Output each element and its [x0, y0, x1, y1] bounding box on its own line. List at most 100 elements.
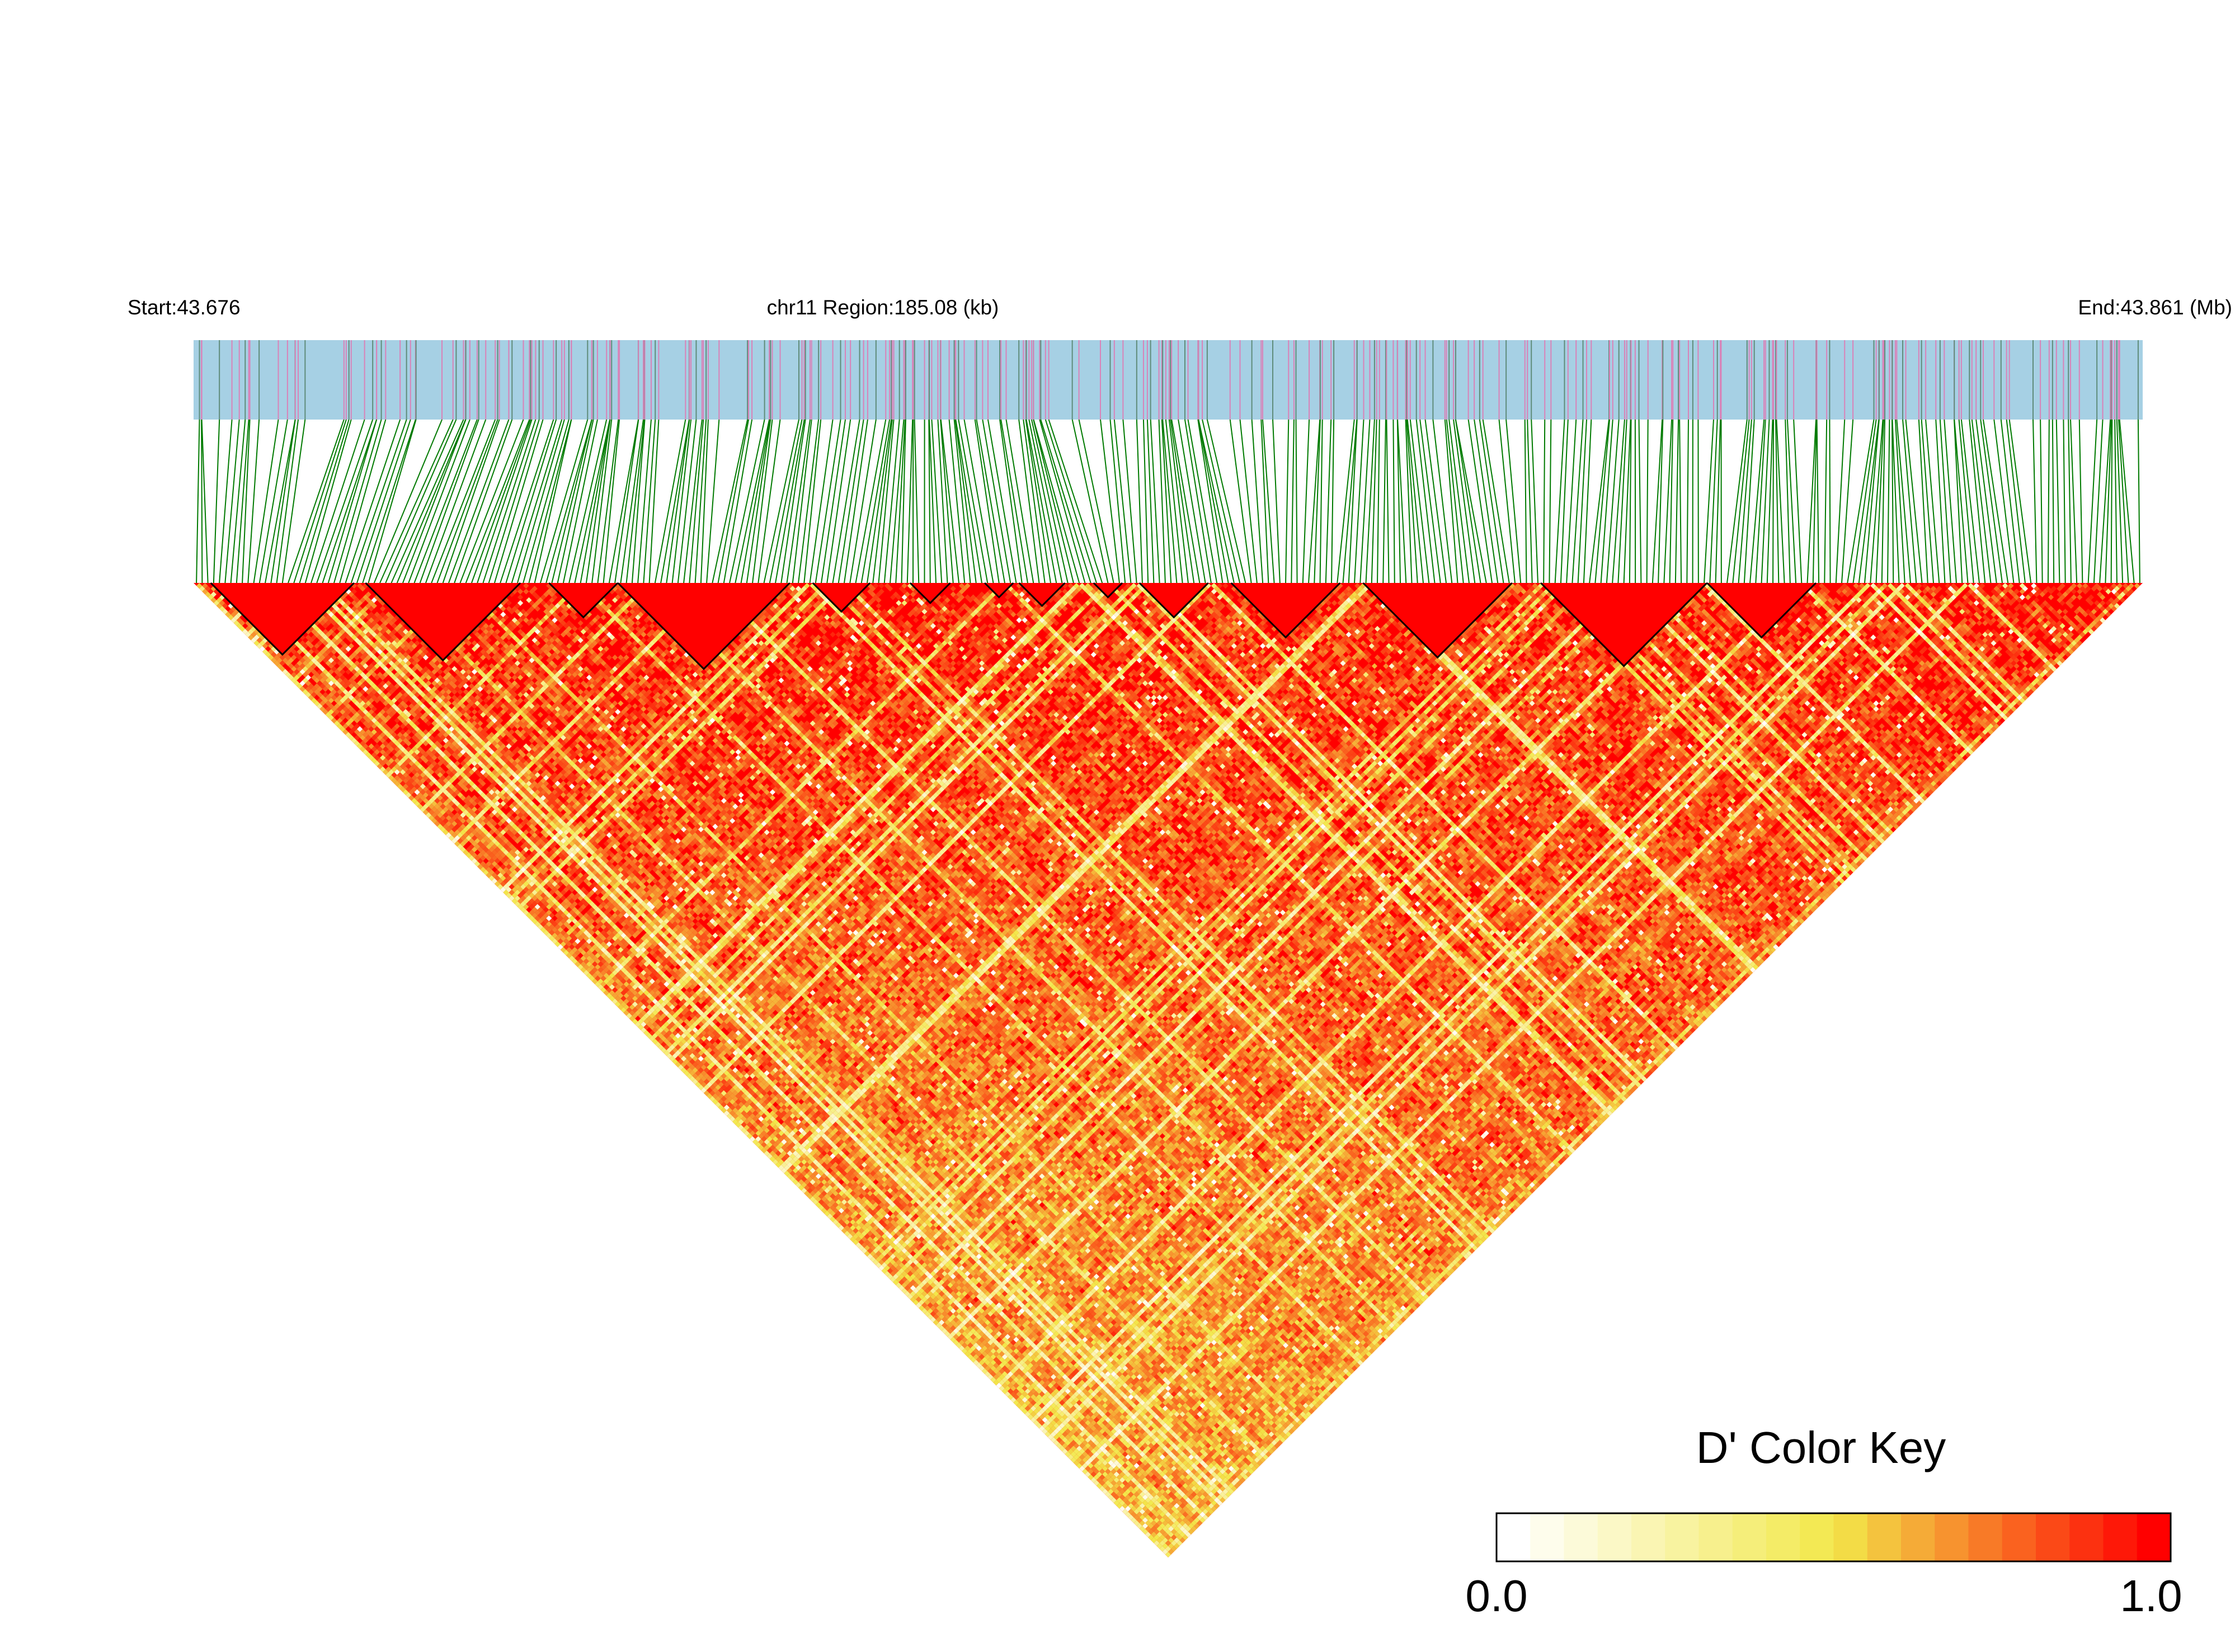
snp-connector: [466, 420, 530, 583]
snp-connector: [770, 420, 802, 583]
snp-connector: [850, 420, 876, 583]
snp-connector: [380, 420, 453, 583]
snp-connector: [810, 420, 833, 583]
snp-connector: [1525, 420, 1527, 583]
snp-connector: [1445, 420, 1458, 583]
snp-connector: [1393, 420, 1394, 583]
snp-connector: [1337, 420, 1354, 583]
snp-connector: [1386, 420, 1389, 583]
snp-connector: [2111, 420, 2112, 583]
snp-connector: [1940, 420, 1951, 583]
snp-connector: [1202, 420, 1240, 583]
snp-connector: [1480, 420, 1504, 583]
snp-connector: [1544, 420, 1545, 583]
snp-connector: [1147, 420, 1154, 583]
snp-connector: [827, 420, 850, 583]
snp-connector: [988, 420, 1016, 583]
snp-connector: [1961, 420, 1979, 583]
snp-connector: [1499, 420, 1515, 583]
snp-connector: [907, 420, 912, 583]
snp-connector: [1326, 420, 1331, 583]
snp-connector: [1144, 420, 1148, 583]
region-label: chr11 Region:185.08 (kb): [767, 296, 999, 319]
snp-connector: [1676, 420, 1678, 583]
snp-connector: [1976, 420, 1997, 583]
snp-connector: [449, 420, 509, 583]
snp-connector: [408, 420, 470, 583]
snp-connector: [1607, 420, 1619, 583]
snp-connector: [1079, 420, 1114, 583]
snp-connector: [1151, 420, 1160, 583]
snp-connector: [1704, 420, 1714, 583]
snp-connector: [1185, 420, 1211, 583]
snp-connector: [1377, 420, 1380, 583]
snp-connector: [1383, 420, 1386, 583]
snp-connector: [2053, 420, 2054, 583]
snp-connector: [1687, 420, 1688, 583]
snp-connector: [2071, 420, 2077, 583]
ld-triangle-heatmap: [194, 583, 2143, 1557]
snp-connector: [1041, 420, 1090, 583]
snp-connector: [1785, 420, 1790, 583]
snp-connector: [1829, 420, 1830, 583]
snp-connector: [730, 420, 765, 583]
snp-connector: [1001, 420, 1028, 583]
snp-connector: [225, 420, 239, 583]
snp-connector: [2048, 420, 2049, 583]
snp-connector: [472, 420, 530, 583]
snp-connector: [1859, 420, 1879, 583]
snp-connector: [1286, 420, 1288, 583]
snp-connector: [2007, 420, 2025, 583]
snp-connector: [1506, 420, 1521, 583]
snp-connector: [201, 420, 202, 583]
snp-connector: [1456, 420, 1486, 583]
snp-connector: [977, 420, 1005, 583]
snp-connector: [323, 420, 377, 583]
snp-connector: [724, 420, 752, 583]
end-label: End:43.861 (Mb): [2078, 296, 2232, 319]
snp-connector: [1589, 420, 1609, 583]
snp-connector: [2010, 420, 2031, 583]
snp-connector: [1309, 420, 1320, 583]
snp-connector: [1366, 420, 1375, 583]
snp-connector: [735, 420, 769, 583]
snp-connector: [2040, 420, 2043, 583]
snp-connector: [202, 420, 208, 583]
snp-connector: [196, 420, 199, 583]
snp-connector: [1824, 420, 1827, 583]
snp-connector: [1549, 420, 1551, 583]
snp-connector: [1000, 420, 1022, 583]
snp-connector: [586, 420, 610, 583]
snp-connector: [1972, 420, 1991, 583]
snp-connector: [718, 420, 749, 583]
snp-connector: [1420, 420, 1441, 583]
snp-connector: [1727, 420, 1747, 583]
snp-connector: [1679, 420, 1681, 583]
snp-connector: [2079, 420, 2083, 583]
snp-connector: [1198, 420, 1234, 583]
snp-connector: [219, 420, 232, 583]
snp-connector: [2057, 420, 2060, 583]
snp-connector: [1980, 420, 2002, 583]
snp-connector: [1331, 420, 1334, 583]
snp-connector: [1555, 420, 1565, 583]
snp-connector-lines: [196, 420, 2140, 583]
snp-connector: [1566, 420, 1576, 583]
snp-connector: [1314, 420, 1320, 583]
snp-connector: [1527, 420, 1532, 583]
snp-connector: [2115, 420, 2117, 583]
start-label: Start:43.676: [128, 296, 241, 319]
snp-connector: [1483, 420, 1509, 583]
snp-connector: [1303, 420, 1309, 583]
snp-connector: [1273, 420, 1280, 583]
snp-connector: [2138, 420, 2140, 583]
snp-connector: [1531, 420, 1538, 583]
snp-connector: [1647, 420, 1648, 583]
snp-connector: [2033, 420, 2036, 583]
snp-connector: [2063, 420, 2065, 583]
snp-connector: [1137, 420, 1142, 583]
snp-connector: [1296, 420, 1297, 583]
snp-connector: [1572, 420, 1583, 583]
snp-connector: [2068, 420, 2071, 583]
